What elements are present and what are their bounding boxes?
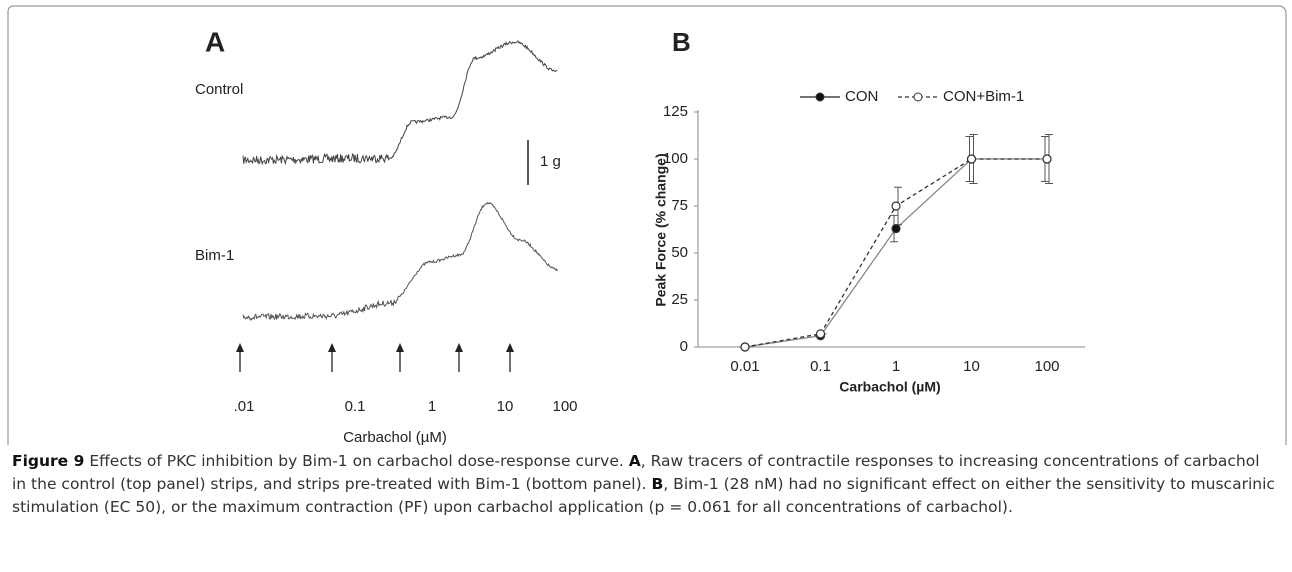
figure-label: Figure 9 <box>12 452 85 470</box>
arrow-head <box>236 343 244 352</box>
panel-label: A <box>205 26 225 57</box>
legend-label: CON <box>845 88 878 105</box>
y-tick-label: 25 <box>671 291 688 308</box>
arrow-head <box>396 343 404 352</box>
x-tick-label: 100 <box>552 398 577 415</box>
marker <box>815 329 826 339</box>
x-tick-label: 100 <box>1034 358 1059 375</box>
marker <box>891 223 901 234</box>
caption-title: Effects of PKC inhibition by Bim-1 on ca… <box>89 452 624 470</box>
x-axis-label: Carbachol (µM) <box>343 429 447 445</box>
x-tick-label: 0.1 <box>810 358 831 375</box>
x-tick-label: 0.01 <box>730 358 759 375</box>
trace <box>242 201 558 321</box>
y-tick-label: 0 <box>680 338 688 355</box>
arrow-head <box>506 343 514 352</box>
caption-label: B <box>651 475 664 493</box>
scale-label: 1 g <box>540 153 561 170</box>
x-tick-label: 0.1 <box>345 398 366 415</box>
marker <box>1042 154 1052 164</box>
marker <box>740 342 750 352</box>
caption: Figure 9 Effects of PKC inhibition by Bi… <box>12 450 1277 519</box>
y-tick-label: 75 <box>671 197 688 214</box>
trace-label: Bim-1 <box>195 247 234 264</box>
x-tick-label: 10 <box>963 358 980 375</box>
figure: A Control Bim-1 1 g Carbachol (µM) B Car… <box>7 5 1287 445</box>
x-tick-label: 10 <box>497 398 514 415</box>
y-tick-label: 125 <box>663 103 688 120</box>
legend-marker <box>815 92 825 102</box>
arrow-head <box>328 343 336 352</box>
marker <box>891 201 901 211</box>
x-tick-label: 1 <box>892 358 900 375</box>
panel-label: B <box>672 27 691 57</box>
trace <box>242 40 558 166</box>
x-axis-label: Carbachol (µM) <box>839 379 940 395</box>
x-tick-label: .01 <box>234 398 255 415</box>
trace-label: Control <box>195 81 243 98</box>
legend-label: CON+Bim-1 <box>943 88 1024 105</box>
caption-label: A <box>628 452 641 470</box>
y-tick-label: 50 <box>671 244 688 261</box>
arrow-head <box>455 343 463 352</box>
figure-border <box>7 5 1287 445</box>
legend-marker <box>913 92 923 102</box>
x-tick-label: 1 <box>428 398 436 415</box>
y-tick-label: 100 <box>663 150 688 167</box>
y-axis-label: Peak Force (% change) <box>653 153 669 306</box>
caption-text: , Bim-1 (28 nM) had no significant effec… <box>12 475 1275 516</box>
caption-text: , Raw tracers of contractile responses t… <box>12 452 1260 493</box>
marker <box>966 154 977 164</box>
